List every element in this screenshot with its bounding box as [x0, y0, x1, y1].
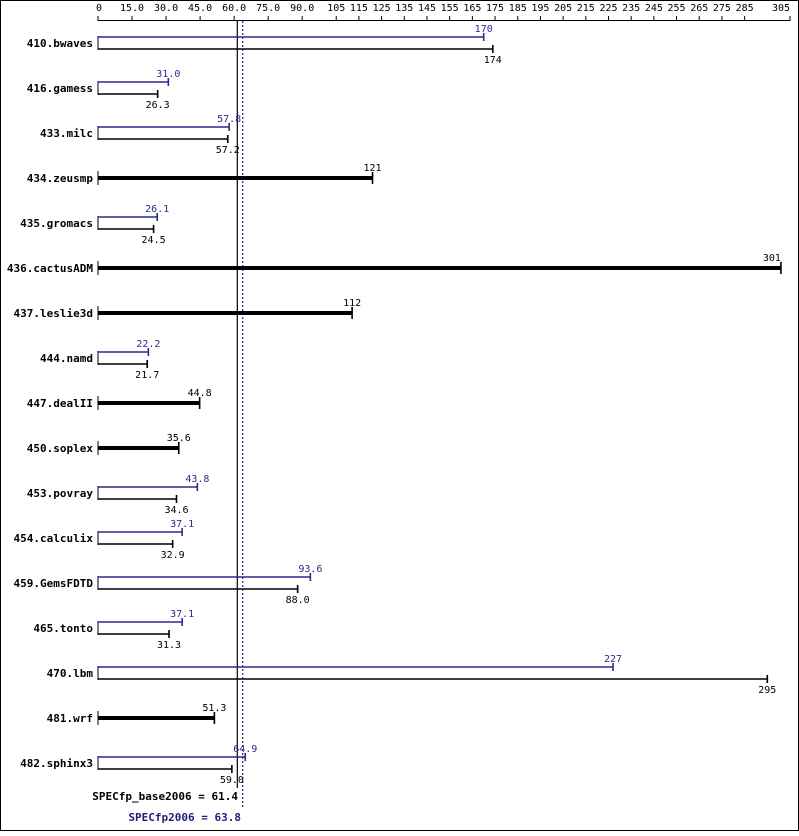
peak-value-label: 170	[475, 24, 493, 35]
peak-value-label: 93.6	[298, 564, 322, 575]
x-tick-label: 125	[373, 3, 391, 14]
x-tick-label: 105	[327, 3, 345, 14]
x-tick-label: 275	[713, 3, 731, 14]
benchmark-label: 454.calculix	[14, 532, 94, 545]
peak-value-label: 31.0	[156, 69, 180, 80]
benchmark-label: 433.milc	[40, 127, 93, 140]
benchmark-label: 459.GemsFDTD	[14, 577, 94, 590]
x-axis: 0 15.0 30.0 45.0 60.0 75.0 90.0 105 115 125 135 145…	[96, 3, 791, 21]
benchmark-row: 410.bwaves 170 174	[27, 24, 502, 66]
benchmark-label: 481.wrf	[47, 712, 93, 725]
x-tick-label: 215	[577, 3, 595, 14]
x-tick-label: 265	[690, 3, 708, 14]
benchmark-label: 450.soplex	[27, 442, 94, 455]
x-tick-label: 60.0	[222, 3, 246, 14]
benchmark-row: 481.wrf 51.3	[47, 703, 226, 725]
benchmark-row: 444.namd 22.2 21.7	[40, 339, 160, 381]
benchmark-label: 434.zeusmp	[27, 172, 94, 185]
x-tick-label: 245	[645, 3, 663, 14]
x-tick-label: 285	[736, 3, 754, 14]
peak-reference-label: SPECfp2006 = 63.8	[128, 811, 241, 824]
x-tick-label: 0	[96, 3, 102, 14]
benchmark-label: 444.namd	[40, 352, 93, 365]
x-tick-label: 15.0	[120, 3, 144, 14]
peak-value-label: 22.2	[136, 339, 160, 350]
benchmark-label: 416.gamess	[27, 82, 93, 95]
base-value-label: 174	[484, 55, 502, 66]
x-tick-label: 175	[486, 3, 504, 14]
x-tick-label: 205	[554, 3, 572, 14]
benchmark-row: 482.sphinx3 64.9 59.0	[20, 744, 257, 786]
x-tick-label: 145	[418, 3, 436, 14]
benchmark-row: 433.milc 57.8 57.2	[40, 114, 241, 156]
x-tick-label: 115	[350, 3, 368, 14]
x-tick-label: 225	[599, 3, 617, 14]
peak-value-label: 64.9	[233, 744, 257, 755]
x-tick-label: 155	[441, 3, 459, 14]
benchmark-label: 410.bwaves	[27, 37, 93, 50]
base-value-label: 88.0	[286, 595, 310, 606]
x-tick-label: 235	[622, 3, 640, 14]
bars: 410.bwaves 170 174 416.gamess 31.0 26.3 433.mi…	[7, 24, 782, 786]
peak-value-label: 26.1	[145, 204, 169, 215]
peak-value-label: 37.1	[170, 609, 194, 620]
base-value-label: 32.9	[161, 550, 185, 561]
benchmark-row: 447.dealII 44.8	[27, 388, 212, 410]
benchmark-row: 436.cactusADM 301	[7, 253, 782, 275]
reference-lines	[236, 21, 244, 808]
x-tick-label: 255	[668, 3, 686, 14]
base-value-label: 31.3	[157, 640, 181, 651]
peak-value-label: 37.1	[170, 519, 194, 530]
base-value-label: 59.0	[220, 775, 244, 786]
benchmark-row: 470.lbm 227 295	[47, 654, 777, 696]
x-tick-label: 75.0	[256, 3, 280, 14]
base-value-label: 51.3	[202, 703, 226, 714]
benchmark-label: 436.cactusADM	[7, 262, 93, 275]
x-tick-label: 185	[509, 3, 527, 14]
benchmark-row: 450.soplex 35.6	[27, 433, 191, 455]
benchmark-row: 434.zeusmp 121	[27, 163, 382, 185]
base-value-label: 301	[763, 253, 781, 264]
x-tick-label: 195	[531, 3, 549, 14]
peak-value-label: 43.8	[185, 474, 209, 485]
base-value-label: 44.8	[188, 388, 212, 399]
benchmark-row: 459.GemsFDTD 93.6 88.0	[14, 564, 323, 606]
benchmark-label: 437.leslie3d	[14, 307, 93, 320]
benchmark-row: 437.leslie3d 112	[14, 298, 361, 320]
base-value-label: 34.6	[164, 505, 188, 516]
benchmark-label: 453.povray	[27, 487, 94, 500]
x-tick-label: 30.0	[154, 3, 178, 14]
x-tick-label: 90.0	[290, 3, 314, 14]
base-value-label: 112	[343, 298, 361, 309]
benchmark-label: 482.sphinx3	[20, 757, 93, 770]
x-tick-label: 45.0	[188, 3, 212, 14]
base-value-label: 26.3	[146, 100, 170, 111]
base-value-label: 295	[758, 685, 776, 696]
base-value-label: 35.6	[167, 433, 191, 444]
reference-labels: SPECfp_base2006 = 61.4 SPECfp2006 = 63.8	[92, 790, 241, 824]
benchmark-row: 435.gromacs 26.1 24.5	[20, 204, 169, 246]
peak-value-label: 227	[604, 654, 622, 665]
base-value-label: 24.5	[142, 235, 166, 246]
x-tick-label: 135	[395, 3, 413, 14]
benchmark-label: 465.tonto	[33, 622, 93, 635]
benchmark-label: 470.lbm	[47, 667, 94, 680]
benchmark-row: 453.povray 43.8 34.6	[27, 474, 210, 516]
benchmark-label: 435.gromacs	[20, 217, 93, 230]
base-value-label: 21.7	[135, 370, 159, 381]
benchmark-row: 454.calculix 37.1 32.9	[14, 519, 195, 561]
base-value-label: 121	[363, 163, 381, 174]
benchmark-row: 465.tonto 37.1 31.3	[33, 609, 194, 651]
benchmark-label: 447.dealII	[27, 397, 93, 410]
benchmark-row: 416.gamess 31.0 26.3	[27, 69, 181, 111]
x-tick-label: 305	[772, 3, 790, 14]
x-tick-label: 165	[463, 3, 481, 14]
base-reference-label: SPECfp_base2006 = 61.4	[92, 790, 238, 803]
peak-value-label: 57.8	[217, 114, 241, 125]
base-value-label: 57.2	[216, 145, 240, 156]
